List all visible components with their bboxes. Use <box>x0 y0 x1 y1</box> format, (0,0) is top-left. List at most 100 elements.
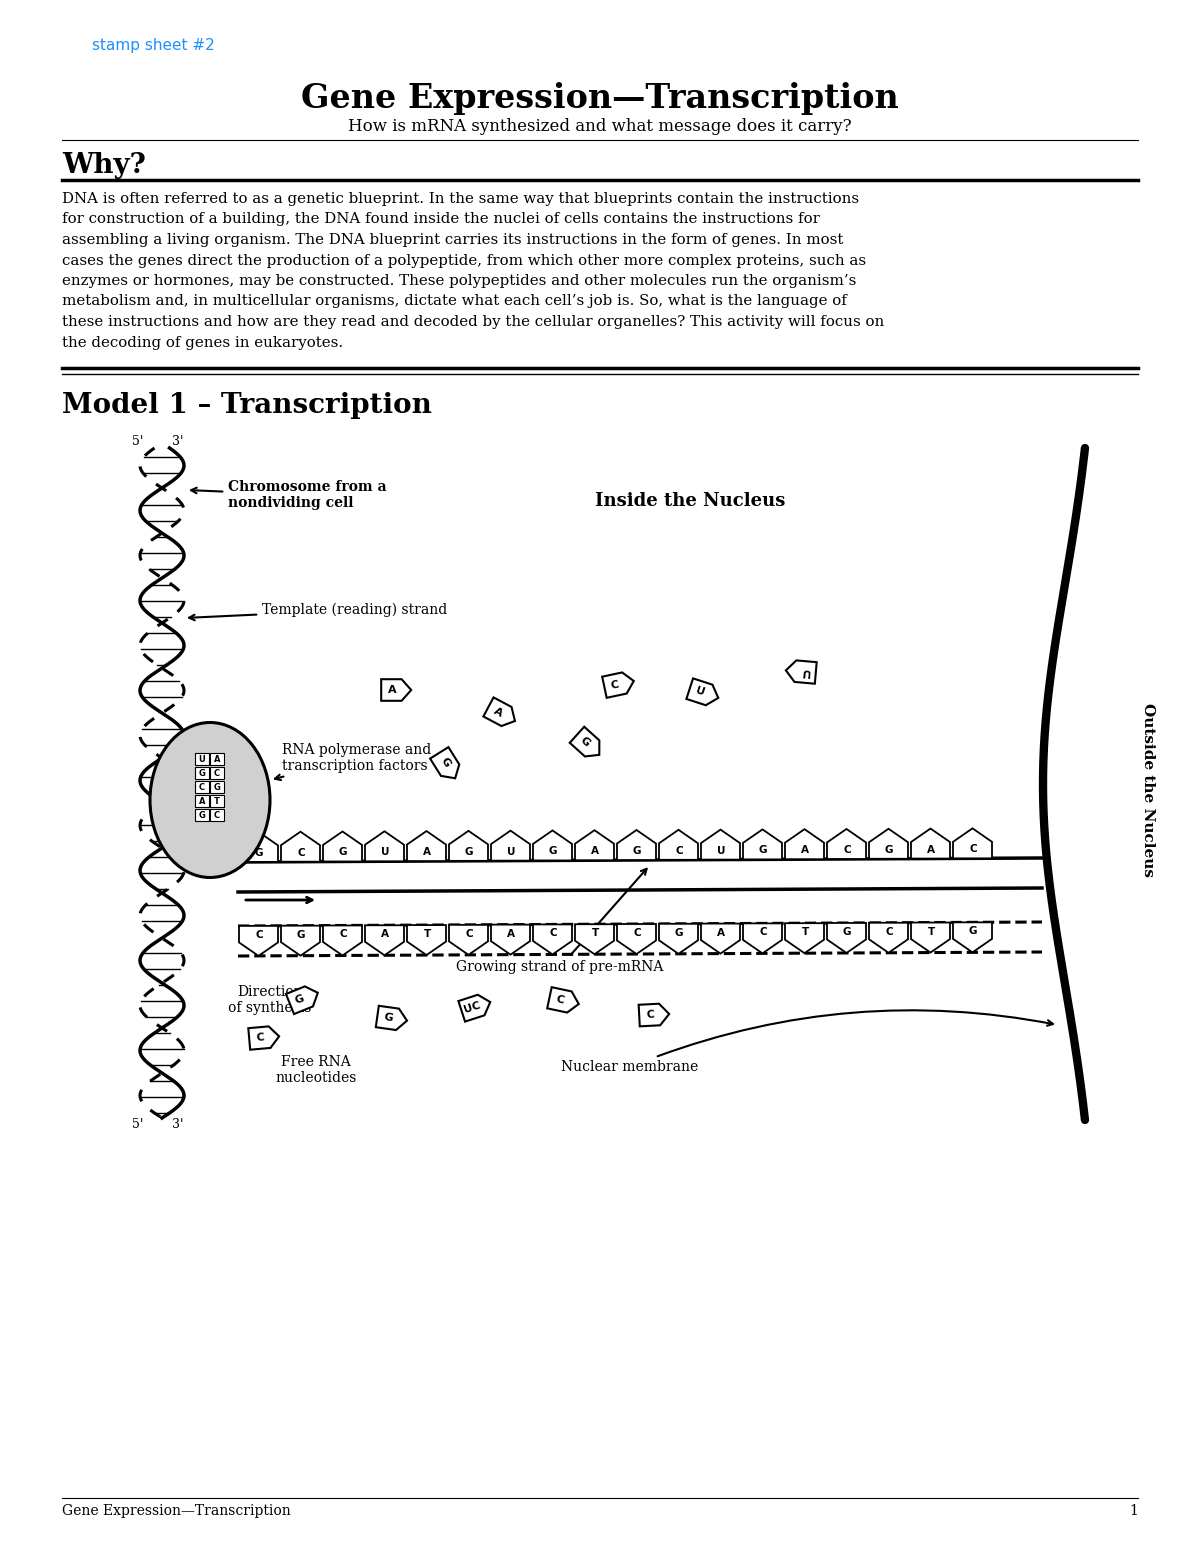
Text: T: T <box>424 929 431 940</box>
Polygon shape <box>617 924 656 954</box>
Text: 5': 5' <box>132 435 144 447</box>
Text: C: C <box>340 930 347 940</box>
Text: 3': 3' <box>173 1118 184 1131</box>
Text: assembling a living organism. The DNA blueprint carries its instructions in the : assembling a living organism. The DNA bl… <box>62 233 844 247</box>
Text: Outside the Nucleus: Outside the Nucleus <box>1141 704 1154 877</box>
Polygon shape <box>286 986 318 1014</box>
Text: G: G <box>548 846 557 856</box>
Text: Template (reading) strand: Template (reading) strand <box>190 603 448 620</box>
Text: How is mRNA synthesized and what message does it carry?: How is mRNA synthesized and what message… <box>348 118 852 135</box>
Text: U: U <box>716 845 725 856</box>
Text: 1: 1 <box>1129 1503 1138 1517</box>
Polygon shape <box>365 831 404 862</box>
Text: C: C <box>466 929 473 940</box>
Polygon shape <box>281 926 320 955</box>
Text: G: G <box>294 994 306 1006</box>
Text: G: G <box>214 783 221 792</box>
Text: T: T <box>214 797 220 806</box>
Text: A: A <box>802 845 809 856</box>
Polygon shape <box>570 727 599 756</box>
Text: T: T <box>802 927 809 936</box>
Text: A: A <box>718 927 725 938</box>
Polygon shape <box>449 926 488 955</box>
Bar <box>194 781 209 794</box>
Text: A: A <box>388 685 396 696</box>
Polygon shape <box>743 829 782 859</box>
Text: C: C <box>676 846 683 856</box>
Text: C: C <box>298 848 305 857</box>
Text: C: C <box>199 783 205 792</box>
Text: A: A <box>492 705 504 719</box>
Text: Gene Expression—Transcription: Gene Expression—Transcription <box>62 1503 290 1517</box>
Polygon shape <box>659 829 698 860</box>
Polygon shape <box>239 832 278 862</box>
Text: A: A <box>199 797 205 806</box>
Text: A: A <box>424 846 431 857</box>
Polygon shape <box>869 829 908 859</box>
Text: A: A <box>928 845 935 854</box>
Polygon shape <box>323 926 362 955</box>
Polygon shape <box>484 697 515 727</box>
Polygon shape <box>659 924 698 954</box>
Polygon shape <box>407 831 446 860</box>
Polygon shape <box>743 924 782 954</box>
Text: stamp sheet #2: stamp sheet #2 <box>92 37 215 53</box>
Polygon shape <box>617 829 656 860</box>
Text: U: U <box>506 846 515 857</box>
Polygon shape <box>953 922 992 952</box>
Polygon shape <box>827 922 866 954</box>
Polygon shape <box>686 679 719 705</box>
Polygon shape <box>248 1027 280 1050</box>
Text: G: G <box>198 811 205 820</box>
Polygon shape <box>701 829 740 860</box>
Text: the decoding of genes in eukaryotes.: the decoding of genes in eukaryotes. <box>62 335 343 349</box>
Text: U: U <box>694 686 706 699</box>
Text: A: A <box>382 929 389 940</box>
Text: A: A <box>508 929 515 938</box>
Bar <box>210 767 224 780</box>
Text: 3': 3' <box>173 435 184 447</box>
Polygon shape <box>953 828 992 859</box>
Text: C: C <box>886 927 893 936</box>
Polygon shape <box>533 831 572 860</box>
Ellipse shape <box>150 722 270 877</box>
Text: G: G <box>464 846 473 857</box>
Text: A: A <box>214 755 221 764</box>
Polygon shape <box>911 829 950 859</box>
Text: C: C <box>844 845 851 856</box>
Text: G: G <box>383 1013 394 1023</box>
Text: G: G <box>438 755 451 769</box>
Text: Chromosome from a
nondividing cell: Chromosome from a nondividing cell <box>191 480 386 511</box>
Text: G: G <box>674 927 683 938</box>
Polygon shape <box>785 829 824 859</box>
Polygon shape <box>575 924 614 954</box>
Polygon shape <box>458 995 491 1022</box>
Bar <box>194 809 209 822</box>
Text: C: C <box>760 927 767 938</box>
Text: Model 1 – Transcription: Model 1 – Transcription <box>62 391 432 419</box>
Bar <box>194 753 209 766</box>
Text: A: A <box>592 846 599 856</box>
Polygon shape <box>602 672 634 697</box>
Text: for construction of a building, the DNA found inside the nuclei of cells contain: for construction of a building, the DNA … <box>62 213 820 227</box>
Text: Gene Expression—Transcription: Gene Expression—Transcription <box>301 82 899 115</box>
Text: these instructions and how are they read and decoded by the cellular organelles?: these instructions and how are they read… <box>62 315 884 329</box>
Polygon shape <box>911 922 950 952</box>
Text: T: T <box>592 929 599 938</box>
Text: G: G <box>578 735 592 749</box>
Bar <box>210 795 224 808</box>
Text: metabolism and, in multicellular organisms, dictate what each cell’s job is. So,: metabolism and, in multicellular organis… <box>62 295 847 309</box>
Polygon shape <box>376 1006 407 1030</box>
Text: Why?: Why? <box>62 152 146 179</box>
Text: Free RNA
nucleotides: Free RNA nucleotides <box>275 1054 356 1086</box>
Text: C: C <box>256 1033 264 1044</box>
Polygon shape <box>575 831 614 860</box>
Bar <box>194 767 209 780</box>
Text: C: C <box>214 811 220 820</box>
Text: RNA polymerase and
transcription factors: RNA polymerase and transcription factors <box>275 742 431 780</box>
Polygon shape <box>785 922 824 954</box>
Text: Inside the Nucleus: Inside the Nucleus <box>595 492 785 509</box>
Polygon shape <box>701 924 740 954</box>
Polygon shape <box>449 831 488 860</box>
Bar <box>210 809 224 822</box>
